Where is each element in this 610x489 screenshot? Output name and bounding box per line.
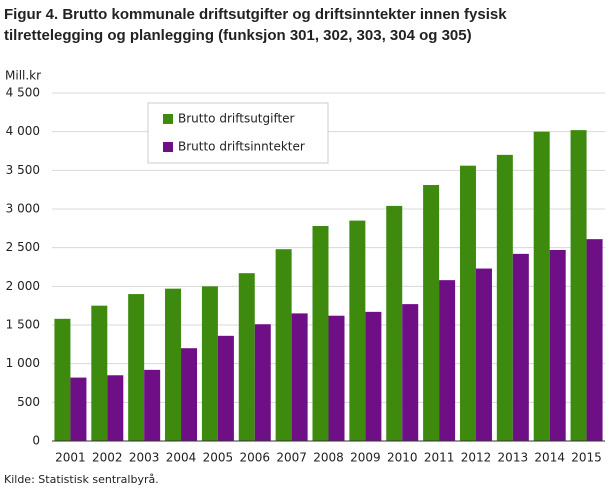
bar: [181, 348, 198, 441]
y-tick-label: 3 500: [6, 163, 40, 177]
y-tick-label: 4 000: [6, 124, 40, 138]
bar: [201, 286, 218, 441]
y-tick-label: 2 000: [6, 279, 40, 293]
bar: [439, 280, 456, 441]
x-tick-label: 2004: [166, 451, 197, 465]
y-axis-label: Mill.kr: [5, 69, 41, 83]
bar: [402, 304, 419, 441]
bar: [128, 294, 145, 441]
y-tick-label: 1 000: [6, 356, 40, 370]
legend-swatch: [163, 114, 173, 124]
bar: [54, 318, 71, 441]
bar: [533, 131, 550, 441]
bar: [570, 130, 587, 441]
y-tick-label: 3 000: [6, 202, 40, 216]
x-tick-label: 2006: [239, 451, 270, 465]
bar: [107, 375, 124, 441]
bar: [349, 220, 366, 441]
x-tick-label: 2005: [203, 451, 234, 465]
y-tick-label: 0: [32, 434, 40, 448]
legend-label: Brutto driftsutgifter: [178, 112, 295, 126]
x-tick-label: 2008: [313, 451, 344, 465]
legend-swatch: [163, 142, 173, 152]
bar: [365, 311, 382, 441]
bar: [459, 165, 476, 441]
x-tick-label: 2012: [461, 451, 492, 465]
x-tick-label: 2010: [387, 451, 418, 465]
bar: [144, 369, 161, 441]
legend-box: [147, 102, 329, 164]
bar: [496, 154, 513, 441]
bar: [386, 205, 403, 441]
bar: [254, 324, 271, 441]
bar: [70, 377, 87, 441]
bar: [217, 335, 234, 441]
bar: [549, 249, 566, 441]
bar: [275, 249, 292, 441]
y-tick-label: 1 500: [6, 318, 40, 332]
y-tick-label: 2 500: [6, 240, 40, 254]
x-tick-label: 2003: [129, 451, 160, 465]
bar: [91, 305, 108, 441]
y-tick-label: 4 500: [6, 86, 40, 100]
x-tick-label: 2011: [424, 451, 455, 465]
x-tick-label: 2007: [276, 451, 307, 465]
bar: [475, 268, 492, 441]
bar: [512, 253, 529, 441]
x-tick-label: 2014: [534, 451, 565, 465]
x-tick-label: 2002: [92, 451, 123, 465]
legend-label: Brutto driftsinntekter: [178, 140, 305, 154]
source: Kilde: Statistisk sentralbyrå.: [4, 473, 159, 486]
x-tick-label: 2013: [498, 451, 529, 465]
bar: [291, 313, 308, 441]
bar: [423, 185, 440, 441]
bar: [238, 273, 255, 441]
x-tick-label: 2009: [350, 451, 381, 465]
bar: [586, 239, 603, 441]
bar: [312, 226, 329, 441]
bar: [165, 288, 182, 441]
x-tick-label: 2001: [55, 451, 86, 465]
x-tick-label: 2015: [571, 451, 602, 465]
bar: [328, 315, 345, 441]
chart-title: Figur 4. Brutto kommunale driftsutgifter…: [4, 6, 507, 44]
y-tick-label: 500: [17, 395, 40, 409]
